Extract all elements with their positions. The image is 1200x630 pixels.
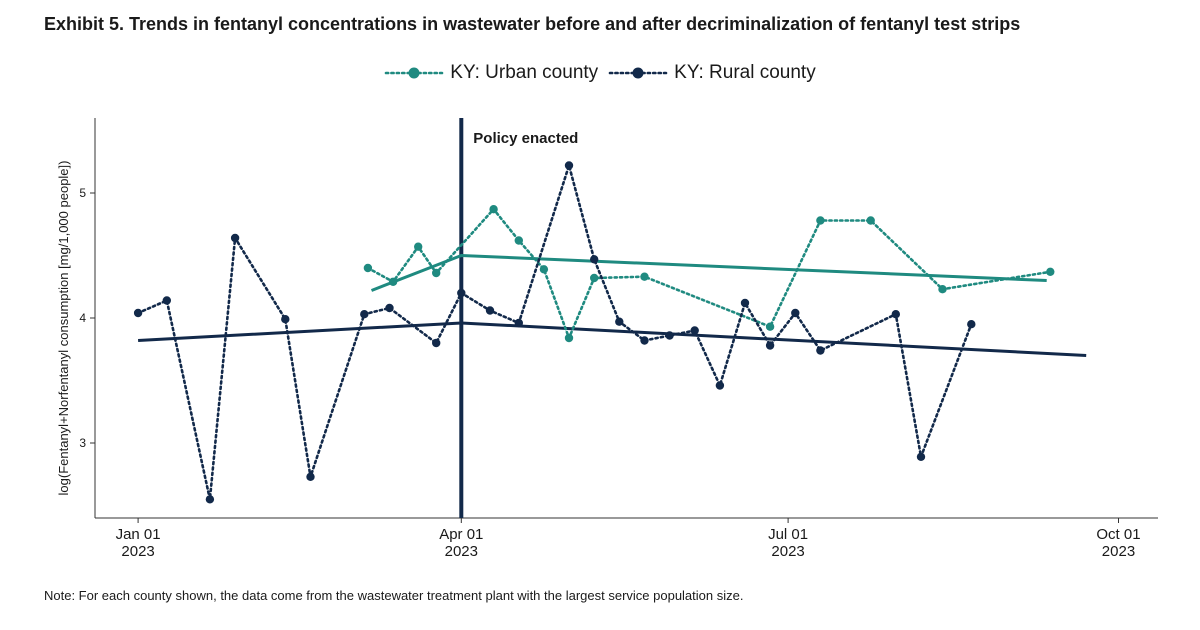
data-point-rural — [891, 310, 900, 319]
data-point-rural — [590, 255, 599, 264]
data-point-rural — [765, 341, 775, 350]
data-point-rural — [640, 336, 649, 345]
y-tick-label: 5 — [79, 186, 86, 200]
x-tick-label: Jul 01 — [768, 526, 808, 543]
data-point-rural — [432, 338, 441, 348]
x-tick-label: 2023 — [121, 543, 154, 560]
x-tick-label: Apr 01 — [439, 526, 483, 543]
data-point-rural — [360, 310, 369, 319]
data-point-urban — [363, 263, 373, 273]
data-point-rural — [715, 381, 725, 390]
legend-item-urban: KY: Urban county — [384, 62, 598, 84]
data-point-urban — [938, 285, 947, 294]
y-axis-label: log(Fentanyl+Norfentanyl consumption [mg… — [56, 161, 71, 496]
data-point-rural — [162, 296, 171, 305]
data-point-urban — [514, 236, 523, 245]
data-point-rural — [615, 317, 624, 326]
legend-item-rural: KY: Rural county — [608, 62, 816, 84]
data-point-urban — [765, 322, 775, 331]
data-point-rural — [230, 233, 240, 243]
data-point-rural — [665, 331, 674, 340]
legend: KY: Urban county KY: Rural county — [0, 62, 1200, 84]
data-point-rural — [385, 303, 394, 313]
x-tick-label: 2023 — [1102, 543, 1135, 560]
data-point-rural — [133, 308, 143, 318]
data-point-urban — [414, 242, 423, 251]
series-line-urban — [366, 207, 1052, 342]
data-point-rural — [967, 320, 976, 329]
data-point-rural — [205, 495, 215, 504]
x-tick-label: 2023 — [445, 543, 478, 560]
data-point-rural — [457, 288, 466, 298]
legend-label-urban: KY: Urban county — [450, 62, 599, 83]
chart-title: Exhibit 5. Trends in fentanyl concentrat… — [44, 14, 1021, 34]
data-point-urban — [640, 272, 649, 281]
data-point-urban — [564, 333, 574, 343]
trend-line-urban — [370, 254, 1047, 292]
x-tick-label: Jan 01 — [116, 526, 161, 543]
data-point-rural — [306, 472, 315, 481]
data-point-rural — [485, 306, 495, 315]
data-point-rural — [916, 452, 926, 461]
data-point-rural — [690, 326, 699, 335]
data-point-rural — [791, 308, 800, 318]
policy-label: Policy enacted — [473, 130, 578, 147]
legend-swatch-rural — [608, 67, 668, 79]
data-point-urban — [388, 277, 398, 286]
legend-swatch-urban — [384, 67, 444, 79]
data-point-rural — [816, 346, 825, 355]
data-point-urban — [1046, 267, 1055, 276]
data-point-urban — [816, 216, 825, 225]
data-point-rural — [514, 318, 523, 328]
x-tick-label: Oct 01 — [1096, 526, 1140, 543]
legend-label-rural: KY: Rural county — [674, 62, 816, 83]
y-tick-label: 3 — [79, 436, 86, 450]
data-point-urban — [432, 268, 441, 278]
data-point-urban — [489, 205, 498, 214]
data-point-urban — [866, 216, 875, 225]
footnote: Note: For each county shown, the data co… — [44, 588, 744, 603]
data-point-rural — [281, 315, 290, 324]
trend-line-rural — [138, 321, 1087, 357]
y-tick-label: 4 — [79, 311, 86, 325]
data-point-urban — [590, 273, 599, 283]
data-point-rural — [564, 161, 574, 170]
data-point-urban — [539, 265, 549, 274]
x-tick-label: 2023 — [771, 543, 804, 560]
data-point-rural — [740, 298, 750, 308]
series-line-rural — [136, 160, 973, 500]
